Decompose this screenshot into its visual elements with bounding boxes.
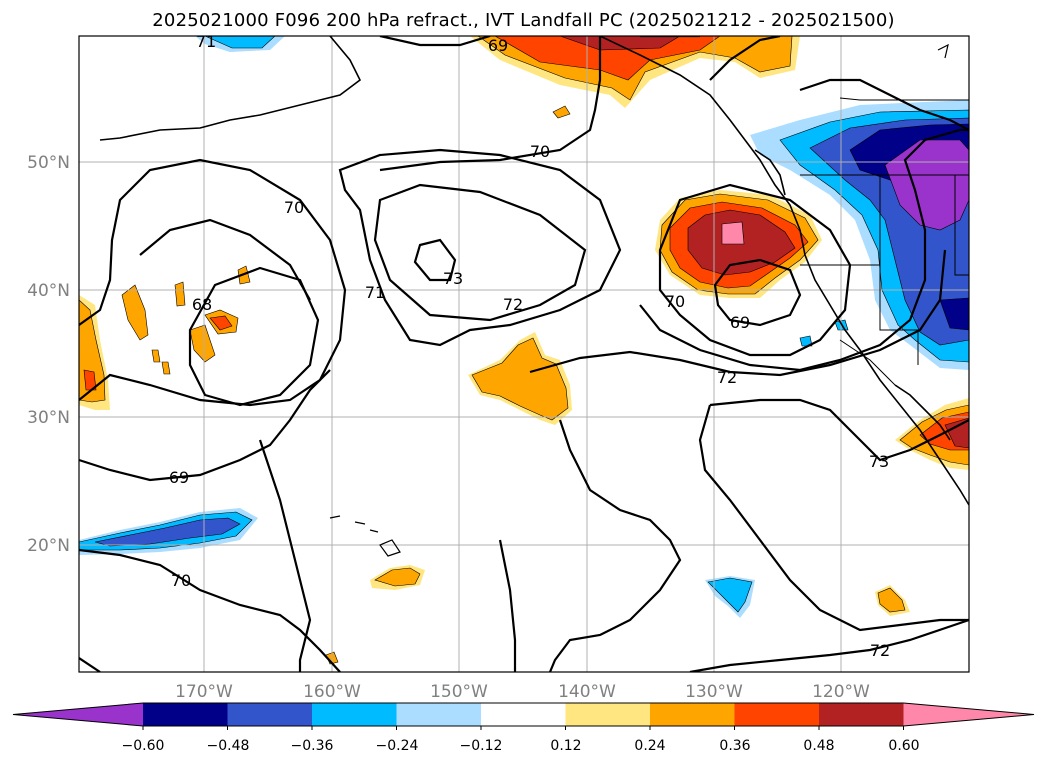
contour-label: 72: [503, 295, 523, 314]
lat-label: 30°N: [27, 408, 70, 428]
colorbar-segment: [565, 703, 651, 726]
lon-label: 130°W: [685, 682, 743, 702]
contour-label: 73: [443, 269, 463, 288]
lat-label: 40°N: [27, 281, 70, 301]
colorbar-tick: 0.24: [634, 738, 665, 754]
contour-label: 73: [869, 452, 889, 471]
contour-label: 69: [169, 468, 189, 487]
contour-label: 70: [530, 142, 550, 161]
contour-label: 72: [717, 368, 737, 387]
lon-label: 160°W: [303, 682, 361, 702]
lon-label: 120°W: [812, 682, 870, 702]
colorbar-segment: [734, 703, 820, 726]
contour-label: 69: [730, 313, 750, 332]
contour-label: 69: [488, 36, 508, 55]
contour-labels: 71 69 70 70 73 72 70 69 68 71 72 73 69 7…: [169, 32, 890, 660]
lon-label: 140°W: [558, 682, 616, 702]
colorbar-tick: −0.24: [376, 738, 419, 754]
colorbar: [12, 702, 1035, 730]
colorbar-tick: −0.48: [207, 738, 250, 754]
longitude-labels: 170°W 160°W 150°W 140°W 130°W 120°W: [175, 682, 870, 702]
contour-label: 71: [365, 283, 385, 302]
contour-label: 71: [196, 32, 216, 51]
colorbar-tick: −0.12: [460, 738, 503, 754]
colorbar-tick: 0.36: [719, 738, 750, 754]
colorbar-tick: 0.48: [803, 738, 834, 754]
lat-label: 20°N: [27, 536, 70, 556]
colorbar-extend-high: [903, 703, 1034, 726]
colorbar-segment: [143, 703, 228, 726]
colorbar-tick: 0.12: [550, 738, 581, 754]
colorbar-segment: [650, 703, 735, 726]
contour-label: 70: [665, 292, 685, 311]
contour-label: 72: [870, 641, 890, 660]
colorbar-segment: [396, 703, 482, 726]
colorbar-tick: −0.36: [291, 738, 334, 754]
contour-label: 68: [192, 295, 212, 314]
colorbar-segment: [227, 703, 313, 726]
refractivity-contours: [79, 36, 969, 672]
colorbar-tick: 0.60: [888, 738, 919, 754]
contour-label: 70: [284, 198, 304, 217]
colorbar-tick: −0.60: [122, 738, 165, 754]
lon-label: 150°W: [430, 682, 488, 702]
colorbar-tick-labels: −0.60 −0.48 −0.36 −0.24 −0.12 0.12 0.24 …: [122, 738, 920, 754]
map-frame: [78, 35, 970, 673]
lat-label: 50°N: [27, 153, 70, 173]
colorbar-segment: [312, 703, 397, 726]
map-title: 2025021000 F096 200 hPa refract., IVT La…: [152, 10, 895, 31]
colorbar-segment: [819, 703, 904, 726]
latitude-labels: 50°N 40°N 30°N 20°N: [27, 153, 70, 556]
lon-label: 170°W: [175, 682, 233, 702]
colorbar-segment: [481, 703, 566, 726]
contour-label: 70: [171, 571, 191, 590]
coastlines: [99, 36, 969, 557]
colorbar-extend-low: [13, 703, 143, 726]
